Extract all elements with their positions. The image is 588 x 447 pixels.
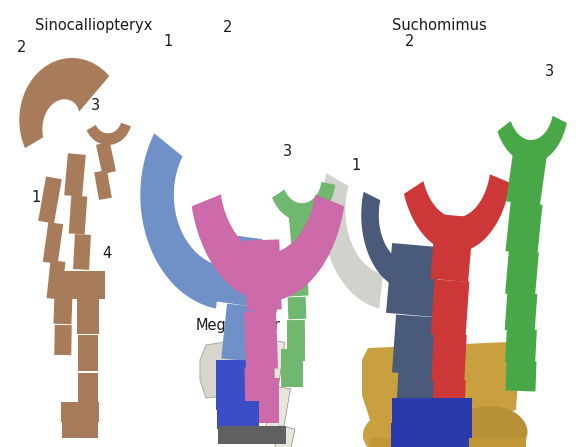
Text: Suchomimus: Suchomimus xyxy=(392,18,487,33)
Polygon shape xyxy=(141,133,221,308)
Polygon shape xyxy=(392,315,440,375)
Polygon shape xyxy=(505,250,539,296)
Polygon shape xyxy=(396,372,440,424)
Polygon shape xyxy=(249,378,279,422)
Ellipse shape xyxy=(453,406,527,447)
Polygon shape xyxy=(287,339,305,361)
Polygon shape xyxy=(404,174,510,252)
Text: 3: 3 xyxy=(282,144,292,160)
Polygon shape xyxy=(287,320,305,340)
Text: Megaraptor: Megaraptor xyxy=(196,318,281,333)
Polygon shape xyxy=(386,243,440,317)
Polygon shape xyxy=(73,234,91,270)
Polygon shape xyxy=(391,423,469,447)
Polygon shape xyxy=(244,311,278,370)
Polygon shape xyxy=(218,426,286,444)
Polygon shape xyxy=(273,426,295,447)
Polygon shape xyxy=(192,194,345,301)
Polygon shape xyxy=(430,279,469,337)
Polygon shape xyxy=(221,304,265,363)
Polygon shape xyxy=(392,398,472,438)
Ellipse shape xyxy=(257,257,279,273)
Ellipse shape xyxy=(253,347,275,363)
Polygon shape xyxy=(288,271,309,296)
Polygon shape xyxy=(288,244,312,272)
Text: 1: 1 xyxy=(163,34,173,50)
Polygon shape xyxy=(43,222,64,264)
Polygon shape xyxy=(361,192,400,287)
Ellipse shape xyxy=(255,302,277,318)
Ellipse shape xyxy=(363,408,453,447)
Polygon shape xyxy=(266,386,290,430)
Polygon shape xyxy=(94,170,112,200)
Text: 3: 3 xyxy=(92,97,101,113)
Polygon shape xyxy=(78,335,98,371)
Polygon shape xyxy=(96,142,116,174)
Polygon shape xyxy=(54,292,72,325)
Text: 1: 1 xyxy=(31,190,41,206)
Polygon shape xyxy=(64,153,86,197)
Polygon shape xyxy=(215,360,260,410)
Polygon shape xyxy=(54,325,72,355)
Polygon shape xyxy=(506,202,543,254)
Polygon shape xyxy=(217,401,259,429)
Polygon shape xyxy=(62,422,98,438)
Polygon shape xyxy=(77,296,99,334)
Polygon shape xyxy=(212,233,262,307)
Polygon shape xyxy=(272,182,335,221)
Polygon shape xyxy=(506,144,548,206)
Polygon shape xyxy=(431,333,467,383)
Polygon shape xyxy=(69,195,87,235)
Polygon shape xyxy=(506,360,536,392)
Polygon shape xyxy=(244,240,282,311)
Polygon shape xyxy=(19,58,109,148)
Polygon shape xyxy=(322,173,383,308)
Polygon shape xyxy=(289,215,315,245)
Text: 4: 4 xyxy=(102,245,112,261)
Polygon shape xyxy=(38,177,62,224)
Text: 4: 4 xyxy=(272,261,282,275)
Polygon shape xyxy=(78,373,98,403)
Polygon shape xyxy=(370,438,526,447)
Polygon shape xyxy=(430,214,474,282)
Polygon shape xyxy=(505,292,537,332)
Polygon shape xyxy=(61,402,99,422)
Text: Sinocalliopteryx: Sinocalliopteryx xyxy=(35,18,152,33)
Polygon shape xyxy=(255,339,285,397)
Polygon shape xyxy=(200,340,245,398)
Polygon shape xyxy=(288,297,306,319)
Polygon shape xyxy=(245,367,275,417)
Polygon shape xyxy=(281,349,303,387)
Text: 2: 2 xyxy=(405,34,415,50)
Text: 2: 2 xyxy=(17,41,26,55)
Polygon shape xyxy=(86,123,131,145)
Polygon shape xyxy=(505,328,537,364)
Text: 2: 2 xyxy=(223,21,233,35)
Polygon shape xyxy=(46,260,65,299)
Polygon shape xyxy=(497,116,567,163)
Polygon shape xyxy=(55,271,105,299)
Text: 3: 3 xyxy=(544,64,553,80)
Text: 1: 1 xyxy=(352,157,360,173)
Polygon shape xyxy=(432,380,466,421)
Polygon shape xyxy=(362,342,518,420)
